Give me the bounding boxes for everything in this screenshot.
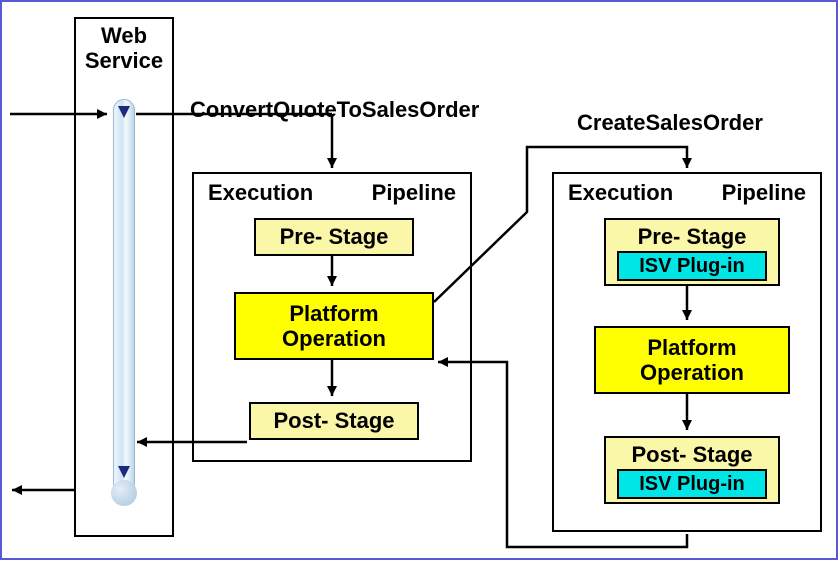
right-post-stage: Post- Stage ISV Plug-in [604,436,780,504]
web-service-title-l1: Web [101,23,147,48]
left-post-stage: Post- Stage [249,402,419,440]
right-platform-l2: Operation [640,360,744,385]
left-pre-stage-label: Pre- Stage [280,224,389,249]
left-platform-l1: Platform [289,301,378,326]
pipeline-right-box: Execution Pipeline Pre- Stage ISV Plug-i… [552,172,822,532]
pipe-cap [111,480,137,506]
right-pre-plugin: ISV Plug-in [617,251,767,281]
diagram-canvas: Web Service ConvertQuoteToSalesOrder Cre… [0,0,838,560]
label-create-sales-order: CreateSalesOrder [577,110,763,136]
left-post-stage-label: Post- Stage [273,408,394,433]
pipeline-left-title-right: Pipeline [372,180,456,206]
right-pre-stage: Pre- Stage ISV Plug-in [604,218,780,286]
left-platform-operation: Platform Operation [234,292,434,360]
web-service-box: Web Service [74,17,174,537]
right-post-plugin: ISV Plug-in [617,469,767,499]
left-platform-l2: Operation [282,326,386,351]
pipeline-right-title-left: Execution [568,180,673,206]
pipeline-left-title: Execution Pipeline [194,180,470,206]
label-convert-quote: ConvertQuoteToSalesOrder [190,97,479,123]
left-pre-stage: Pre- Stage [254,218,414,256]
web-service-title: Web Service [76,23,172,74]
pipe-arrow-bottom [118,466,130,478]
pipe-arrow-top [118,106,130,118]
pipe [113,99,135,499]
pipeline-left-box: Execution Pipeline Pre- Stage Platform O… [192,172,472,462]
right-pre-stage-label: Pre- Stage [638,224,747,249]
right-post-plugin-label: ISV Plug-in [639,473,745,496]
right-post-stage-label: Post- Stage [631,442,752,467]
right-pre-plugin-label: ISV Plug-in [639,255,745,278]
pipeline-right-title: Execution Pipeline [554,180,820,206]
pipeline-left-title-left: Execution [208,180,313,206]
web-service-title-l2: Service [85,48,163,73]
right-platform-operation: Platform Operation [594,326,790,394]
right-platform-l1: Platform [647,335,736,360]
pipeline-right-title-right: Pipeline [722,180,806,206]
